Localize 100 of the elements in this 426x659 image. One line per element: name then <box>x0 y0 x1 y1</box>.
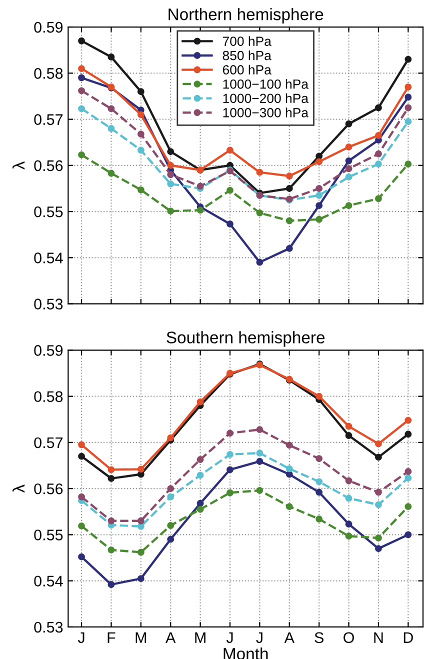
point <box>256 458 264 465</box>
chart-title: Northern hemisphere <box>168 8 324 24</box>
point <box>167 171 174 178</box>
y-tick-label: 0.56 <box>34 483 63 494</box>
point <box>137 111 144 118</box>
y-tick-label: 0.54 <box>34 252 63 264</box>
point <box>404 430 412 438</box>
point <box>404 56 412 63</box>
point <box>286 185 293 192</box>
point <box>167 148 174 156</box>
point <box>404 94 412 101</box>
point <box>316 488 323 496</box>
point <box>167 434 174 442</box>
point <box>404 84 412 90</box>
point <box>345 143 352 150</box>
point <box>375 132 382 139</box>
point <box>137 146 144 154</box>
point <box>345 173 352 180</box>
point <box>375 150 382 158</box>
legend-label: 600 hPa <box>222 64 272 75</box>
y-tick-label: 0.59 <box>34 345 63 356</box>
y-tick-label: 0.54 <box>34 576 63 587</box>
point <box>196 206 204 214</box>
point <box>137 575 144 582</box>
point <box>78 37 85 44</box>
point <box>78 441 85 448</box>
point <box>375 501 382 508</box>
point <box>316 152 323 160</box>
point <box>167 485 174 492</box>
point <box>345 422 352 430</box>
point <box>286 465 293 472</box>
point <box>286 172 293 180</box>
point <box>226 489 234 496</box>
legend-label: 850 hPa <box>222 50 272 60</box>
point <box>316 516 323 522</box>
point <box>196 182 204 190</box>
point <box>196 506 204 513</box>
point <box>345 120 352 128</box>
point <box>256 258 264 266</box>
y-tick-label: 0.55 <box>34 206 63 218</box>
point <box>108 581 115 588</box>
point <box>108 546 115 554</box>
point <box>78 65 85 72</box>
y-axis-title: λ <box>12 161 25 170</box>
point <box>108 466 115 474</box>
x-tick-label: O <box>344 632 354 644</box>
point <box>78 553 85 560</box>
point <box>167 536 174 543</box>
y-tick-label: 0.53 <box>34 622 63 633</box>
point <box>286 217 293 224</box>
point <box>256 168 264 176</box>
point <box>137 466 144 473</box>
x-tick-label: J <box>78 632 84 644</box>
point <box>137 130 144 138</box>
x-tick-label: N <box>374 632 383 643</box>
legend-label: 1000−300 hPa <box>223 108 308 118</box>
point <box>137 522 144 530</box>
point <box>286 244 293 252</box>
point <box>256 426 264 434</box>
point <box>375 440 382 448</box>
point <box>316 158 323 166</box>
point <box>196 398 204 406</box>
point <box>345 520 352 528</box>
point <box>108 54 115 60</box>
point <box>316 192 323 199</box>
point <box>256 450 264 457</box>
point <box>316 455 323 462</box>
y-tick-label: 0.53 <box>34 298 63 310</box>
point <box>286 470 293 478</box>
point <box>404 503 412 510</box>
point <box>167 162 174 169</box>
x-tick-label: A <box>284 632 294 643</box>
point <box>196 456 204 463</box>
legend-label: 700 hPa <box>222 36 272 46</box>
x-tick-label: A <box>166 632 176 643</box>
y-tick-label: 0.55 <box>34 530 63 540</box>
x-tick-label: J <box>226 632 233 644</box>
point <box>226 220 234 228</box>
point <box>345 157 352 164</box>
point <box>167 522 174 529</box>
point <box>316 478 323 486</box>
legend-label: 1000−100 hPa <box>223 79 308 89</box>
point <box>256 209 264 216</box>
x-tick-label: M <box>136 632 146 643</box>
point <box>404 531 412 538</box>
y-tick-label: 0.58 <box>34 391 63 402</box>
x-tick-label: D <box>404 632 413 643</box>
point <box>226 186 234 194</box>
x-tick-label: J <box>256 632 262 644</box>
point <box>345 494 352 502</box>
point <box>108 105 115 112</box>
point <box>286 503 293 510</box>
point <box>137 548 144 556</box>
x-tick-label: M <box>195 632 206 643</box>
point <box>108 125 115 132</box>
point <box>196 472 204 479</box>
chart-title: Southern hemisphere <box>166 331 325 347</box>
x-tick-label: F <box>108 632 116 643</box>
point <box>316 216 323 223</box>
point <box>78 87 85 94</box>
